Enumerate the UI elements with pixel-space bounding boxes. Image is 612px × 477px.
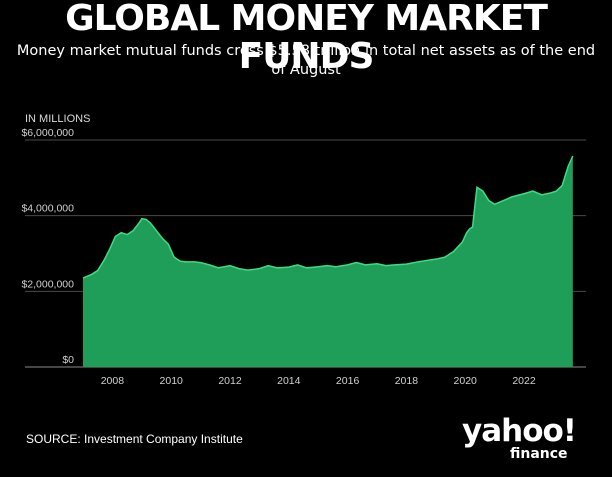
y-tick-label: $6,000,000 (21, 127, 74, 139)
x-tick-label: 2022 (512, 375, 536, 387)
chart-title: GLOBAL MONEY MARKET FUNDS (65, 0, 548, 77)
data-area (82, 155, 574, 367)
y-tick-label: $2,000,000 (21, 278, 74, 290)
x-tick-labels: 2008 2010 2012 2014 2016 2018 2020 2022 (101, 375, 536, 387)
logo-subtext: finance (510, 446, 568, 462)
y-tick-label: $0 (62, 354, 74, 366)
series-area (83, 155, 573, 367)
yahoo-finance-logo: yahoo! finance (462, 414, 592, 466)
series-line (82, 155, 574, 279)
x-tick-label: 2010 (160, 375, 184, 387)
x-tick-label: 2012 (218, 375, 242, 387)
x-tick-label: 2016 (336, 375, 360, 387)
y-tick-labels: $0 $2,000,000 $4,000,000 $6,000,000 (21, 127, 74, 366)
logo-wordmark: yahoo! (462, 413, 577, 449)
x-tick-label: 2008 (101, 375, 125, 387)
x-tick-label: 2014 (277, 375, 301, 387)
chart-subtitle: Money market mutual funds cross $5.58 tr… (16, 43, 596, 78)
source-note: SOURCE: Investment Company Institute (26, 432, 243, 446)
x-tick-label: 2018 (395, 375, 419, 387)
y-tick-label: $4,000,000 (21, 203, 74, 215)
y-axis-label: IN MILLIONS (25, 113, 90, 125)
x-tick-label: 2020 (454, 375, 478, 387)
